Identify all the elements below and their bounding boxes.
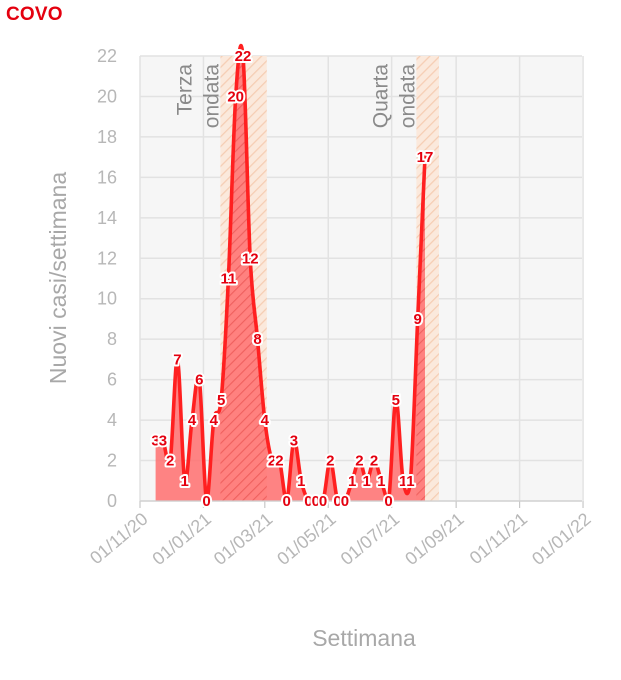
data-label: 4 [188, 412, 197, 429]
data-label: 17 [417, 149, 434, 166]
chart-title: COVO [6, 4, 63, 25]
data-label: 0 [384, 493, 392, 510]
x-tick-label: 01/09/21 [401, 509, 468, 569]
data-label: 9 [414, 311, 422, 328]
data-label: 4 [210, 412, 219, 429]
y-tick-label: 12 [97, 248, 117, 268]
wave-annotation: ondata [396, 64, 419, 129]
y-tick-label: 6 [107, 370, 117, 390]
data-label: 1 [297, 473, 305, 490]
wave-annotation: ondata [200, 64, 223, 129]
x-tick-label: 01/11/20 [86, 509, 152, 569]
series-line [153, 44, 427, 503]
y-tick-label: 10 [97, 289, 117, 309]
y-tick-label: 8 [107, 329, 117, 349]
data-label: 0 [304, 493, 312, 510]
data-label: 6 [195, 372, 203, 389]
data-label: 2 [355, 453, 363, 470]
data-label: 8 [253, 331, 261, 348]
y-tick-label: 0 [107, 491, 117, 511]
x-tick-label: 01/07/21 [337, 509, 404, 569]
y-tick-label: 2 [107, 451, 117, 471]
data-label: 2 [166, 453, 174, 470]
y-axis-title: Nuovi casi/settimana [45, 172, 71, 384]
data-label: 0 [333, 493, 341, 510]
data-label: 5 [217, 392, 225, 409]
data-label: 0 [312, 493, 320, 510]
y-tick-label: 18 [97, 127, 117, 147]
x-tick-label: 01/01/22 [528, 509, 595, 569]
data-label: 2 [326, 453, 334, 470]
data-label: 4 [261, 412, 270, 429]
wave-annotation: Terza [173, 64, 196, 116]
data-label: 7 [173, 351, 181, 368]
data-label: 22 [235, 48, 252, 65]
data-label: 3 [290, 432, 298, 449]
data-label: 1 [348, 473, 356, 490]
x-tick-label: 01/01/21 [148, 509, 215, 569]
data-label: 1 [363, 473, 371, 490]
data-label: 0 [341, 493, 349, 510]
data-label: 1 [377, 473, 385, 490]
y-tick-label: 16 [97, 167, 117, 187]
data-label: 0 [319, 493, 327, 510]
data-label: 20 [227, 88, 244, 105]
x-tick-label: 01/05/21 [273, 509, 340, 569]
data-label: 2 [275, 453, 283, 470]
data-label: 1 [181, 473, 189, 490]
data-label: 2 [268, 453, 276, 470]
data-label: 3 [159, 432, 167, 449]
x-tick-label: 01/03/21 [210, 509, 277, 569]
data-label: 3 [151, 432, 159, 449]
data-label: 12 [242, 250, 259, 267]
data-label: 1 [406, 473, 414, 490]
y-tick-label: 14 [97, 208, 117, 228]
data-label: 11 [220, 271, 236, 288]
data-label: 5 [392, 392, 400, 409]
data-label: 1 [399, 473, 407, 490]
y-tick-label: 20 [97, 86, 117, 106]
data-label: 2 [370, 453, 378, 470]
wave-annotation: Quarta [369, 64, 392, 129]
data-label: 0 [202, 493, 210, 510]
y-tick-label: 22 [97, 46, 117, 66]
x-tick-label: 01/11/21 [466, 509, 532, 569]
y-tick-label: 4 [107, 410, 117, 430]
x-axis-title: Settimana [312, 625, 416, 651]
data-label: 0 [282, 493, 290, 510]
